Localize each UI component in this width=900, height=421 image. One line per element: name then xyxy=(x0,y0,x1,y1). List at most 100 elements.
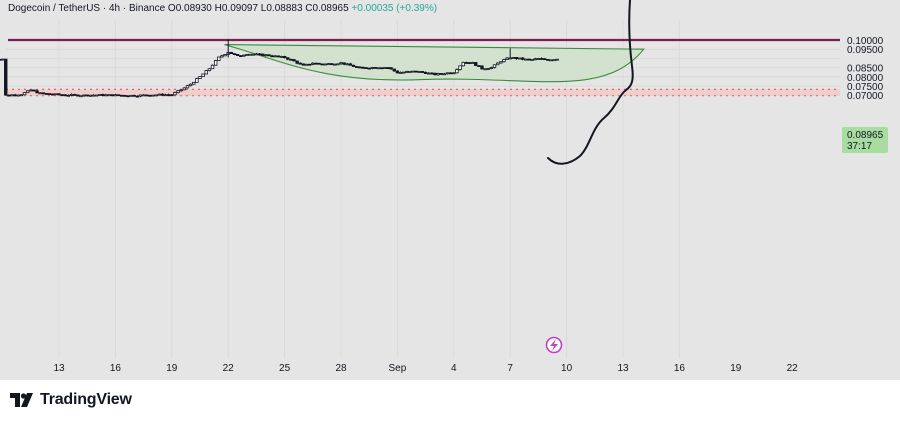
candle-down xyxy=(72,94,77,96)
time-tick-label: 22 xyxy=(223,363,235,374)
candle-down xyxy=(467,62,472,64)
candle-down xyxy=(521,57,525,60)
candle-up xyxy=(163,94,168,97)
candle-up xyxy=(486,68,490,70)
candle-up xyxy=(107,94,111,97)
candle-up xyxy=(398,72,403,74)
symbol-name[interactable]: Dogecoin / TetherUS xyxy=(8,3,101,14)
candle-down xyxy=(289,58,293,61)
open-value: O0.08930 xyxy=(167,3,212,14)
candle-down xyxy=(433,72,437,76)
candle-up xyxy=(455,69,459,74)
candle-up xyxy=(176,90,180,93)
time-tick-label: 4 xyxy=(451,363,457,374)
candle-down xyxy=(270,55,274,58)
time-tick-label: 10 xyxy=(561,363,573,374)
candle-down xyxy=(307,63,312,66)
candle-down xyxy=(116,94,121,97)
candle-down xyxy=(57,93,61,96)
candle-down xyxy=(480,65,484,70)
candle-down xyxy=(60,94,64,97)
candle-down xyxy=(298,62,302,65)
candle-down xyxy=(32,89,36,92)
candle-up xyxy=(138,94,143,97)
price-tick-label: 0.07000 xyxy=(847,91,884,102)
hand-drawn-projection-line xyxy=(547,0,634,165)
candle-up xyxy=(141,94,146,97)
candle-down xyxy=(232,53,237,56)
candle-down xyxy=(126,95,130,98)
candle-down xyxy=(373,67,378,69)
time-tick-label: 16 xyxy=(674,363,686,374)
candle-down xyxy=(4,58,8,96)
candle-down xyxy=(13,94,17,97)
candle-up xyxy=(154,94,158,97)
chart-area[interactable]: 0.10000 0.09500 0.08500 0.08000 0.07500 0.070… xyxy=(0,0,900,380)
candle-down xyxy=(361,66,365,69)
time-tick-label: 7 xyxy=(507,363,513,374)
candle-up xyxy=(436,73,440,76)
candle-up xyxy=(445,72,450,75)
candle-up xyxy=(273,55,277,58)
candle-down xyxy=(123,94,127,97)
candle-down xyxy=(282,56,287,59)
candle-up xyxy=(461,62,465,67)
candle-up xyxy=(495,62,500,66)
candle-down xyxy=(354,66,359,68)
candle-up xyxy=(38,92,42,95)
candle-down xyxy=(414,70,418,73)
candle-up xyxy=(113,94,118,97)
candle-up xyxy=(304,63,309,66)
high-value: H0.09097 xyxy=(214,3,259,14)
candle-up xyxy=(530,59,534,61)
candle-up xyxy=(492,64,497,68)
candle-up xyxy=(524,58,528,61)
candle-up xyxy=(339,62,343,65)
candle-down xyxy=(85,94,89,97)
candle-down xyxy=(170,94,174,97)
candle-down xyxy=(160,93,165,96)
candle-up xyxy=(19,94,24,97)
candle-up xyxy=(25,90,30,94)
lightning-icon[interactable] xyxy=(545,336,563,354)
candle-down xyxy=(317,62,321,65)
candle-down xyxy=(358,66,362,69)
candle-up xyxy=(405,71,409,73)
candle-up xyxy=(198,76,202,79)
candle-up xyxy=(533,58,537,61)
candle-down xyxy=(47,93,52,95)
time-axis[interactable]: 13 16 19 22 25 28 Sep 4 7 10 13 16 19 22 xyxy=(53,363,798,374)
interval[interactable]: 4h xyxy=(108,3,121,14)
candle-down xyxy=(430,72,434,75)
candle-up xyxy=(470,62,475,64)
candle-down xyxy=(395,70,400,74)
current-price-value: 0.08965 xyxy=(847,130,884,141)
candle-up xyxy=(173,92,177,96)
candle-up xyxy=(536,58,541,60)
candle-down xyxy=(66,94,71,97)
candle-up xyxy=(401,71,406,74)
candle-down xyxy=(63,94,67,97)
candle-up xyxy=(505,57,509,60)
candle-down xyxy=(351,64,356,67)
candle-down xyxy=(420,71,425,73)
candle-up xyxy=(29,89,33,92)
candle-down xyxy=(348,63,353,66)
candle-up xyxy=(452,72,456,75)
close-value: C0.08965 xyxy=(305,3,349,14)
candle-up xyxy=(10,94,14,97)
candle-down xyxy=(392,68,396,72)
candle-down xyxy=(235,54,240,57)
candle-down xyxy=(423,71,428,74)
time-tick-label: 19 xyxy=(166,363,178,374)
candle-down xyxy=(380,67,384,70)
candle-down xyxy=(110,94,114,97)
tradingview-branding[interactable]: TradingView xyxy=(10,389,132,411)
candle-down xyxy=(44,93,49,95)
candle-up xyxy=(326,63,331,66)
candle-up xyxy=(552,59,556,62)
candle-down xyxy=(439,73,443,75)
candle-up xyxy=(376,67,381,70)
